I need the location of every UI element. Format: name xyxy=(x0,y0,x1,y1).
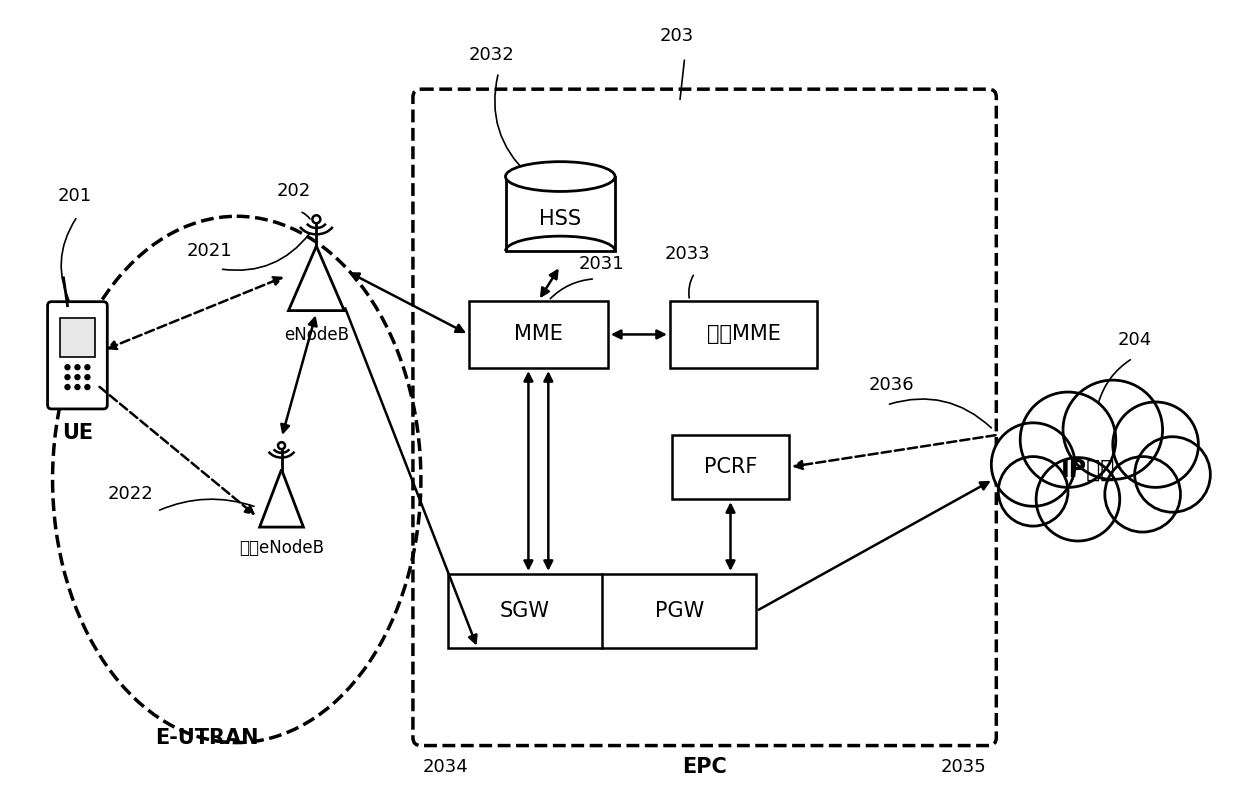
Text: 2033: 2033 xyxy=(665,245,711,263)
Text: 202: 202 xyxy=(277,183,311,200)
Text: MME: MME xyxy=(513,324,563,344)
Circle shape xyxy=(1037,457,1120,541)
Circle shape xyxy=(998,457,1068,526)
Circle shape xyxy=(991,423,1075,506)
Circle shape xyxy=(74,375,79,379)
Text: EPC: EPC xyxy=(682,757,727,777)
Circle shape xyxy=(84,385,89,390)
Circle shape xyxy=(64,365,69,370)
Polygon shape xyxy=(259,469,304,527)
Text: PGW: PGW xyxy=(655,601,704,621)
Text: 2036: 2036 xyxy=(869,376,915,394)
Text: eNodeB: eNodeB xyxy=(284,325,348,344)
Polygon shape xyxy=(289,246,345,311)
Text: SGW: SGW xyxy=(500,601,549,621)
Text: 2022: 2022 xyxy=(108,485,153,503)
Circle shape xyxy=(278,442,285,450)
Circle shape xyxy=(1135,437,1210,512)
Text: UE: UE xyxy=(62,423,93,443)
Bar xyxy=(670,300,817,368)
Circle shape xyxy=(312,215,320,223)
Circle shape xyxy=(74,365,79,370)
Text: 2032: 2032 xyxy=(469,46,515,65)
Text: IP业务: IP业务 xyxy=(1060,457,1115,481)
Bar xyxy=(448,574,756,648)
Circle shape xyxy=(1105,457,1180,532)
Text: E-UTRAN: E-UTRAN xyxy=(155,728,259,748)
Text: 201: 201 xyxy=(57,187,92,206)
Text: 2035: 2035 xyxy=(941,759,986,776)
Text: 2021: 2021 xyxy=(187,242,233,260)
Text: 其它eNodeB: 其它eNodeB xyxy=(239,539,324,557)
Circle shape xyxy=(64,375,69,379)
Bar xyxy=(506,177,615,251)
Circle shape xyxy=(1112,402,1198,488)
Circle shape xyxy=(1063,380,1163,480)
Circle shape xyxy=(64,385,69,390)
Text: 其它MME: 其它MME xyxy=(707,324,780,344)
Text: HSS: HSS xyxy=(539,209,582,229)
Text: 203: 203 xyxy=(660,26,694,45)
Circle shape xyxy=(84,375,89,379)
Bar xyxy=(469,300,608,368)
Ellipse shape xyxy=(506,162,615,191)
FancyBboxPatch shape xyxy=(47,302,108,409)
Text: 2034: 2034 xyxy=(423,759,469,776)
Circle shape xyxy=(84,365,89,370)
Bar xyxy=(672,434,789,499)
Text: 204: 204 xyxy=(1117,332,1152,349)
Circle shape xyxy=(1021,392,1116,488)
Bar xyxy=(60,317,95,357)
Text: PCRF: PCRF xyxy=(704,457,758,477)
Text: 2031: 2031 xyxy=(578,255,624,273)
Circle shape xyxy=(74,385,79,390)
